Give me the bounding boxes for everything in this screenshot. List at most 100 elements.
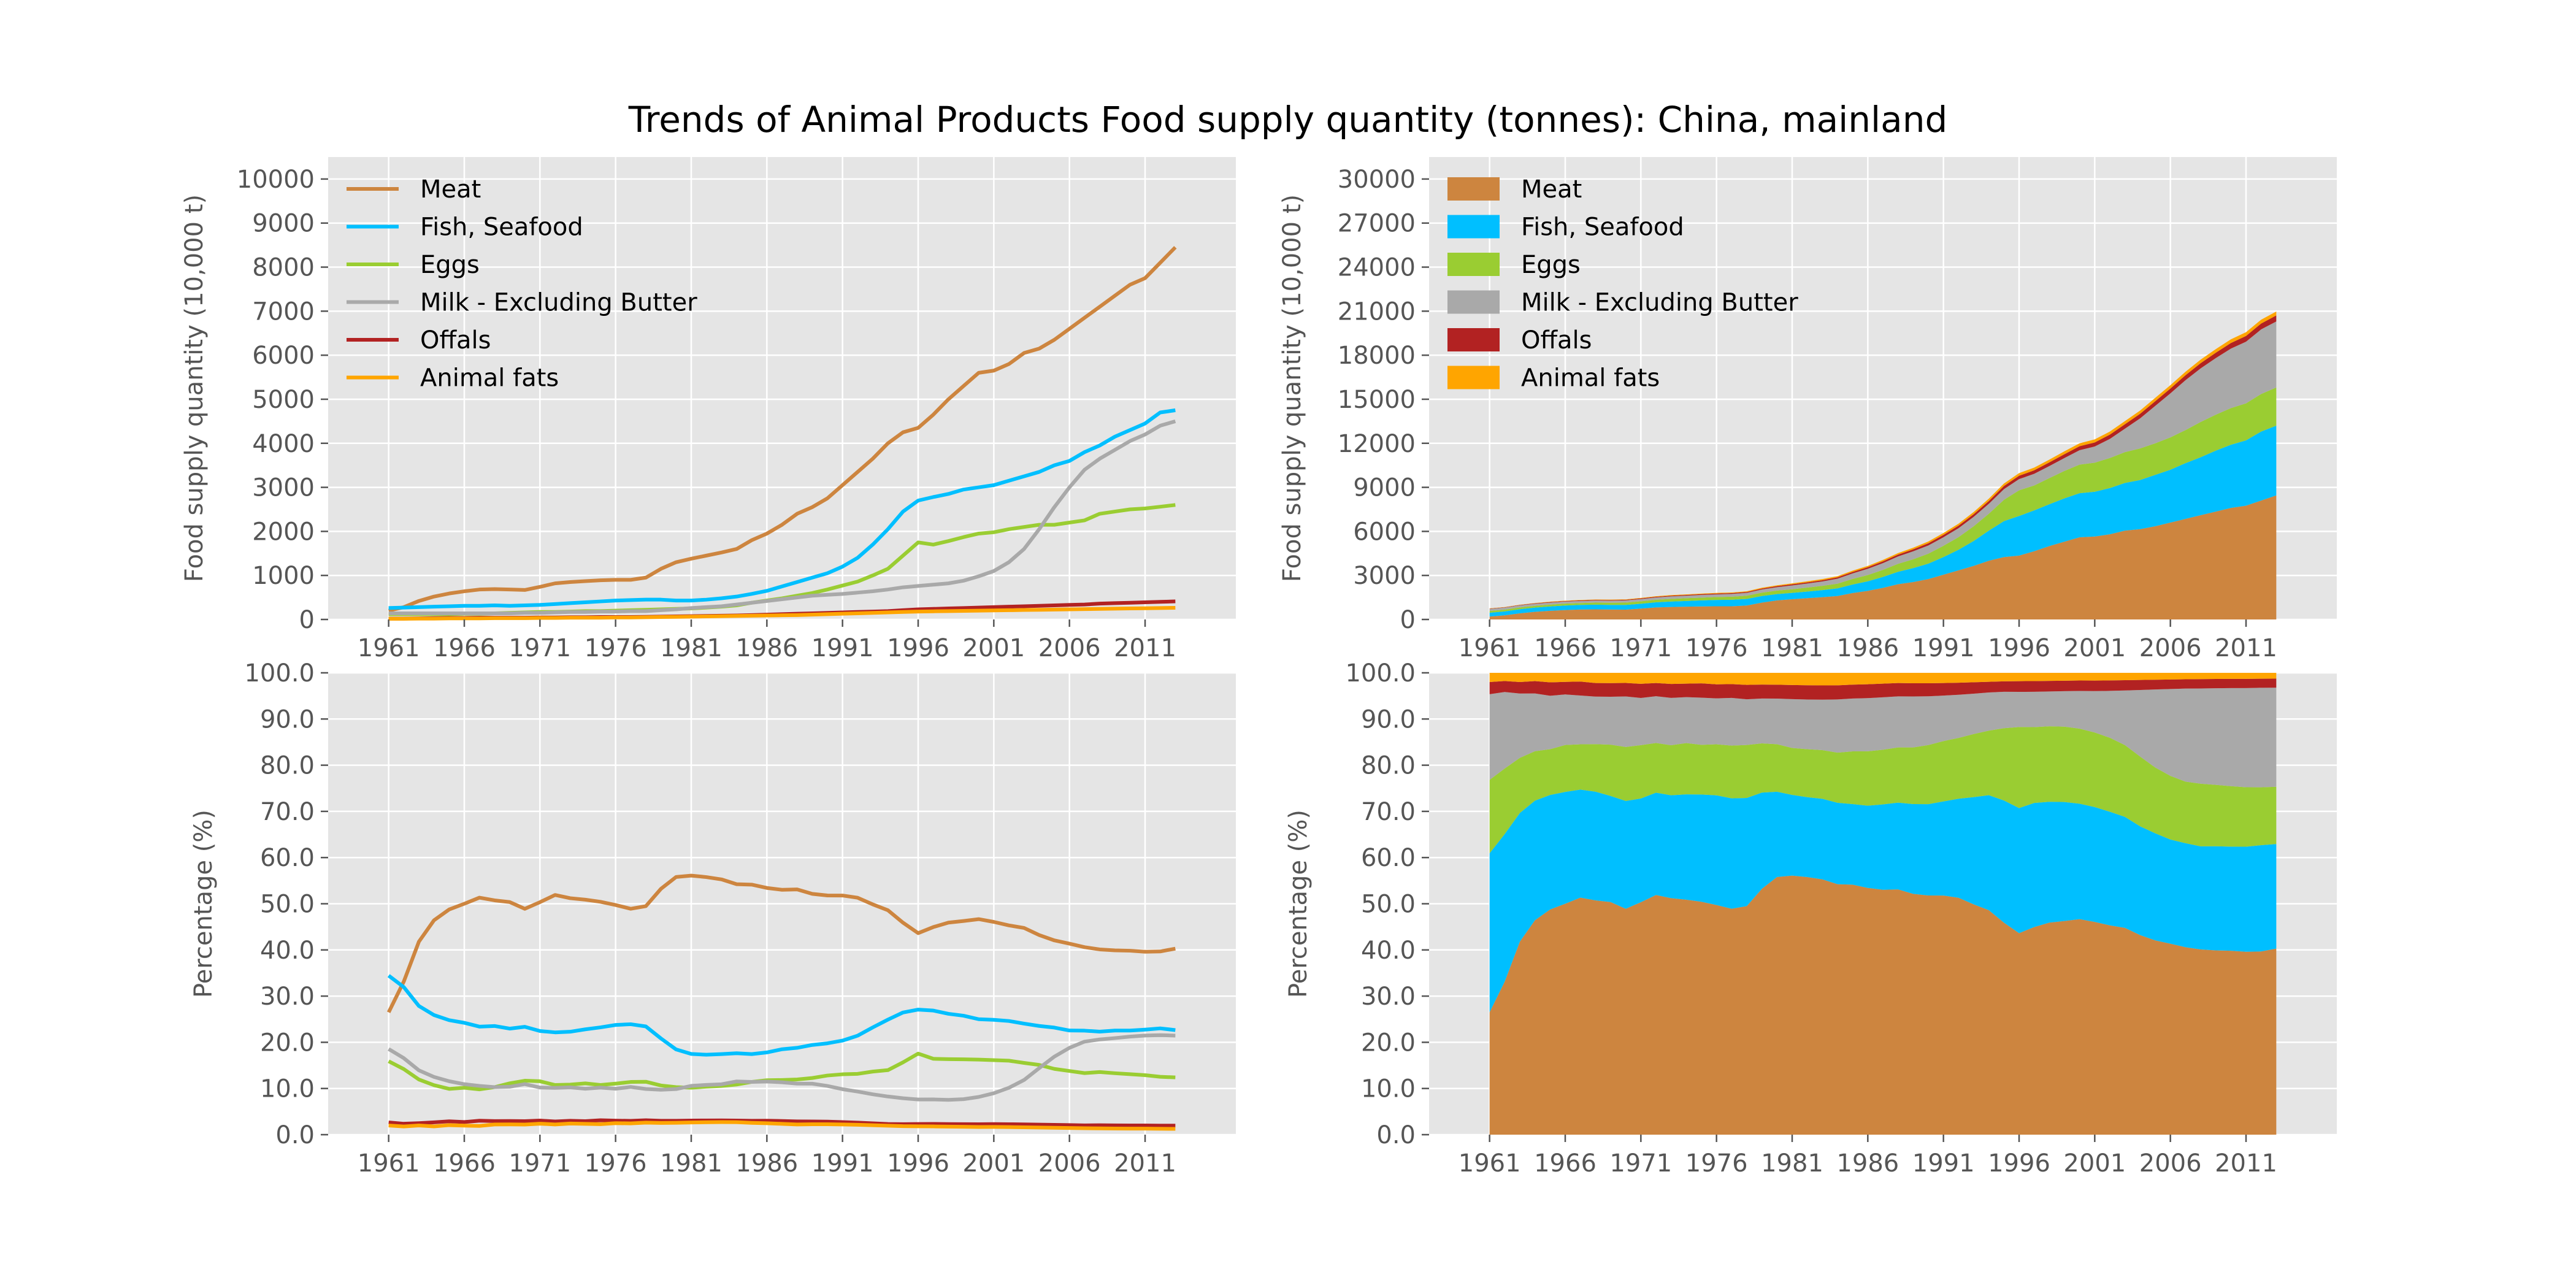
series-area-offals <box>1489 678 2277 700</box>
x-tick-label: 1986 <box>735 1149 798 1178</box>
y-tick-label: 9000 <box>1353 474 1416 502</box>
legend-swatch-animal-fats <box>1447 366 1500 389</box>
series-area-milk-excluding-butter <box>1489 688 2277 788</box>
x-tick-label: 2006 <box>1038 634 1101 662</box>
y-tick-label: 15000 <box>1338 386 1416 414</box>
x-tick-label: 1961 <box>1459 1149 1521 1178</box>
x-tick-label: 1976 <box>1685 634 1748 662</box>
y-tick-label: 21000 <box>1338 297 1416 326</box>
y-tick-label: 80.0 <box>260 752 315 780</box>
panel-bottom-left-percentage-line-chart: 0.0 10.0 20.0 30.0 40.0 50.0 60.0 70.0 80.0 90.0 1… <box>190 659 1236 1178</box>
y-tick-label: 40.0 <box>260 937 315 965</box>
y-tick-label: 30.0 <box>1361 983 1416 1011</box>
y-tick-label: 90.0 <box>260 705 315 734</box>
legend-swatch-offals <box>1447 328 1500 351</box>
y-tick-label: 50.0 <box>260 891 315 919</box>
y-tick-label: 70.0 <box>1361 798 1416 826</box>
x-tick-label: 1986 <box>735 634 798 662</box>
x-tick-label: 1976 <box>585 1149 647 1178</box>
series-line-fish-seafood <box>387 974 1176 1057</box>
y-tick-label: 10.0 <box>1361 1075 1416 1103</box>
x-tick-label: 1981 <box>1761 1149 1823 1178</box>
x-tick-label: 1966 <box>433 634 496 662</box>
y-tick-label: 100.0 <box>1345 659 1416 688</box>
legend-label: Eggs <box>420 251 480 279</box>
x-tick-label: 1976 <box>585 634 647 662</box>
x-tick-label: 2006 <box>2139 1149 2202 1178</box>
series-line-offals <box>388 1118 1176 1128</box>
y-tick-label: 1000 <box>252 562 315 590</box>
series-line-meat <box>386 873 1176 1013</box>
y-tick-label: 10000 <box>237 166 315 194</box>
y-tick-label: 8000 <box>252 254 315 282</box>
x-tick-label: 2001 <box>2063 634 2126 662</box>
x-tick-label: 1966 <box>1534 1149 1597 1178</box>
y-tick-label: 70.0 <box>260 798 315 826</box>
series-line-milk-excluding-butter <box>388 419 1176 615</box>
y-tick-label: 20.0 <box>1361 1029 1416 1057</box>
y-tick-label: 10.0 <box>260 1075 315 1103</box>
series-group <box>388 246 1177 621</box>
series-group <box>386 873 1176 1131</box>
y-tick-label: 9000 <box>252 210 315 238</box>
y-tick-label: 0.0 <box>1376 1121 1416 1149</box>
legend-swatch-eggs <box>1447 253 1500 276</box>
y-tick-label: 24000 <box>1338 254 1416 282</box>
legend: Meat Fish, Seafood Eggs Milk - Excluding Bu… <box>347 175 697 393</box>
x-tick-label: 1991 <box>1912 634 1975 662</box>
x-tick-label: 1961 <box>358 634 420 662</box>
panel-top-left-line-chart: 0 1000 2000 3000 4000 5000 6000 7000 8000 9000 100… <box>180 157 1236 662</box>
y-tick-label: 3000 <box>252 474 315 502</box>
y-tick-label: 5000 <box>252 386 315 414</box>
panel-bottom-right-percentage-stacked-area-chart: 0.0 10.0 20.0 30.0 40.0 50.0 60.0 70.0 80.0 90.0 1… <box>1284 659 2337 1178</box>
legend-label: Fish, Seafood <box>1521 213 1684 242</box>
figure-title: Trends of Animal Products Food supply qu… <box>628 99 1948 140</box>
y-tick-label: 6000 <box>1353 518 1416 546</box>
x-tick-label: 2001 <box>962 1149 1025 1178</box>
y-tick-label: 3000 <box>1353 562 1416 590</box>
series-area-eggs <box>1489 726 2277 854</box>
x-tick-label: 1971 <box>1609 634 1672 662</box>
y-axis-label: Percentage (%) <box>190 810 218 998</box>
x-tick-label: 1996 <box>887 1149 949 1178</box>
x-tick-label: 1961 <box>358 1149 420 1178</box>
series-area-meat <box>1489 875 2277 1135</box>
series-line-milk-excluding-butter <box>388 1033 1176 1102</box>
series-line-meat <box>388 246 1177 613</box>
x-tick-label: 2006 <box>2139 634 2202 662</box>
legend-label: Animal fats <box>1521 364 1660 393</box>
x-tick-label: 1986 <box>1836 1149 1899 1178</box>
x-tick-label: 2006 <box>1038 1149 1101 1178</box>
x-tick-label: 1971 <box>508 1149 571 1178</box>
x-tick-label: 2001 <box>2063 1149 2126 1178</box>
y-tick-label: 12000 <box>1338 430 1416 458</box>
series-line-fish-seafood <box>388 408 1176 610</box>
y-tick-label: 4000 <box>252 430 315 458</box>
x-tick-label: 1981 <box>660 1149 723 1178</box>
legend-label: Offals <box>420 326 491 355</box>
x-tick-label: 1996 <box>1988 634 2050 662</box>
x-tick-label: 1966 <box>1534 634 1597 662</box>
x-tick-label: 1991 <box>811 634 874 662</box>
legend-label: Meat <box>420 175 481 204</box>
y-tick-label: 6000 <box>252 342 315 370</box>
x-tick-label: 1991 <box>811 1149 874 1178</box>
series-area-fish-seafood <box>1489 426 2277 617</box>
x-tick-label: 1966 <box>433 1149 496 1178</box>
x-tick-label: 1976 <box>1685 1149 1748 1178</box>
legend-label: Milk - Excluding Butter <box>420 289 697 317</box>
x-tick-label: 2001 <box>962 634 1025 662</box>
series-area-animal-fats <box>1489 673 2277 686</box>
legend: Meat Fish, Seafood Eggs Milk - Excluding Bu… <box>1447 175 1798 393</box>
y-tick-label: 60.0 <box>260 844 315 872</box>
y-tick-label: 80.0 <box>1361 752 1416 780</box>
y-tick-label: 60.0 <box>1361 844 1416 872</box>
y-tick-label: 100.0 <box>244 659 315 688</box>
y-tick-label: 0 <box>299 606 315 634</box>
legend-label: Animal fats <box>420 364 559 393</box>
x-tick-label: 1996 <box>887 634 949 662</box>
legend-label: Offals <box>1521 326 1592 355</box>
legend-swatch-milk-excluding-butter <box>1447 290 1500 314</box>
y-tick-label: 2000 <box>252 518 315 546</box>
y-tick-label: 20.0 <box>260 1029 315 1057</box>
